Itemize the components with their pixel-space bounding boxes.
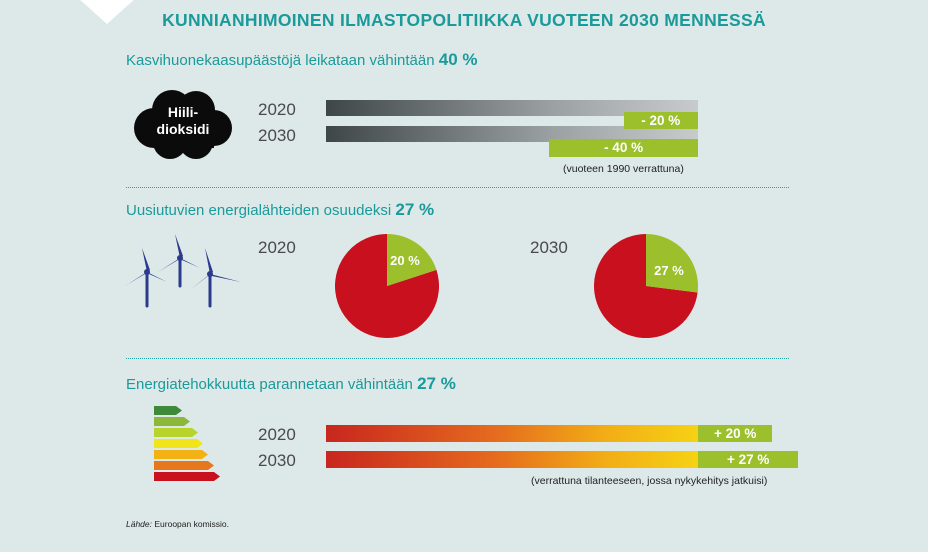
page-title: KUNNIANHIMOINEN ILMASTOPOLITIIKKA VUOTEE… — [162, 10, 766, 30]
section2-heading-value: 27 % — [395, 200, 435, 219]
section3-heading-value: 27 % — [417, 374, 456, 393]
section2-heading: Uusiutuvien energialähteiden osuudeksi 2… — [126, 200, 434, 220]
renewables-pie-2030: 27 % — [594, 234, 698, 338]
emission-year-label: 2030 — [258, 126, 296, 145]
top-notch-decoration — [80, 0, 134, 24]
renewables-year-label: 2030 — [530, 238, 568, 257]
co2-cloud-icon — [134, 90, 232, 159]
emission-year-label: 2020 — [258, 100, 296, 119]
emission-reduction-label: - 40 % — [549, 139, 698, 157]
wind-turbines-icon — [125, 234, 241, 308]
section3-heading: Energiatehokkuutta parannetaan vähintään… — [126, 374, 456, 394]
source-label: Lähde: — [126, 519, 152, 529]
pie-share-label: 20 % — [390, 253, 420, 268]
section3-note: (verrattuna tilanteeseen, jossa nykykehi… — [531, 475, 768, 487]
emission-reduction-label: - 20 % — [623, 112, 698, 129]
renewables-year-label: 2020 — [258, 238, 296, 257]
pie-share-label: 27 % — [654, 263, 684, 278]
section2-heading-text: Uusiutuvien energialähteiden osuudeksi — [126, 202, 392, 219]
pie-slice-other — [594, 234, 698, 338]
emission-bar-2030 — [326, 126, 698, 142]
section3-heading-text: Energiatehokkuutta parannetaan vähintään — [126, 376, 413, 393]
source-note: Lähde: Euroopan komissio. — [126, 519, 229, 529]
efficiency-gain-label: + 20 % — [698, 425, 773, 442]
co2-cloud-label: Hiili- dioksidi — [138, 104, 228, 138]
efficiency-year-label: 2020 — [258, 425, 296, 444]
efficiency-bar-2020 — [326, 425, 698, 442]
section1-heading-value: 40 % — [438, 50, 478, 69]
section-divider — [126, 358, 789, 359]
efficiency-gain-label: + 27 % — [698, 451, 799, 468]
section1-heading-text: Kasvihuonekaasupäästöjä leikataan vähint… — [126, 52, 435, 69]
co2-cloud-label-line2: dioksidi — [156, 121, 210, 137]
source-text: Euroopan komissio. — [154, 519, 230, 529]
section1-heading: Kasvihuonekaasupäästöjä leikataan vähint… — [126, 50, 477, 70]
emission-bar-2020 — [326, 100, 698, 116]
section1-note: (vuoteen 1990 verrattuna) — [563, 163, 684, 175]
renewables-pie-2020: 20 % — [335, 234, 439, 338]
co2-cloud-label-line1: Hiili- — [167, 104, 199, 120]
pie-slice-renewable — [646, 234, 698, 293]
section-divider — [126, 187, 789, 188]
energy-label-icon — [154, 406, 220, 481]
efficiency-year-label: 2030 — [258, 451, 296, 470]
efficiency-bar-2030 — [326, 451, 698, 468]
pie-slice-renewable — [387, 234, 437, 286]
